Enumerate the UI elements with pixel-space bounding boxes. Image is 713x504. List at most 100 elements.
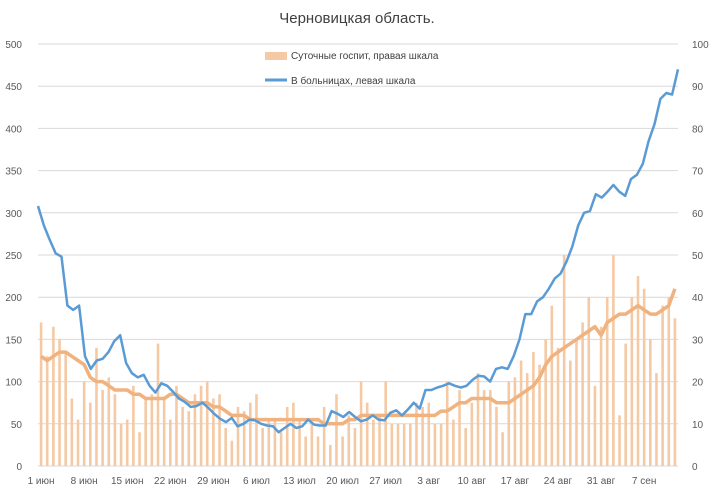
x-axis-tick-label: 31 авг <box>587 476 616 487</box>
bar <box>378 415 381 466</box>
bar <box>304 436 307 466</box>
x-axis-tick-label: 1 июн <box>28 476 55 487</box>
bar <box>593 385 597 466</box>
bar <box>544 339 547 466</box>
bar <box>525 373 529 466</box>
bar <box>353 428 357 466</box>
bar <box>58 339 61 466</box>
right-axis-tick-label: 40 <box>692 293 704 304</box>
bar <box>89 402 92 466</box>
line-series-group <box>36 69 680 434</box>
bar <box>193 394 197 466</box>
right-axis-tick-label: 30 <box>692 335 704 346</box>
x-axis-tick-label: 22 июн <box>154 476 187 487</box>
bar-series-daily-hospitalizations <box>39 255 677 466</box>
bar <box>181 406 184 466</box>
bar <box>667 297 671 466</box>
right-axis-tick-label: 10 <box>692 420 704 431</box>
bar <box>636 276 640 466</box>
bar <box>242 411 246 466</box>
x-axis-tick-label: 13 июл <box>283 476 316 487</box>
bar <box>569 360 572 466</box>
bar <box>655 373 658 466</box>
bar <box>285 406 289 466</box>
bar <box>409 423 412 466</box>
bar <box>175 385 178 466</box>
bar <box>519 360 523 466</box>
bar <box>642 288 646 466</box>
bar <box>501 432 504 466</box>
bar <box>273 419 277 466</box>
bar <box>335 394 338 466</box>
bar <box>649 339 652 466</box>
left-axis-tick-label: 300 <box>5 209 22 220</box>
bar <box>39 322 43 466</box>
bar <box>169 419 172 466</box>
bar <box>95 347 98 466</box>
left-axis-tick-labels: 0 50 100 150 200 250 300 350 400 450 500 <box>5 40 22 473</box>
bar <box>218 394 221 466</box>
right-axis-tick-label: 60 <box>692 209 704 220</box>
bar <box>341 436 344 466</box>
left-axis-tick-label: 250 <box>5 251 22 262</box>
bar <box>550 305 554 466</box>
bar <box>538 364 541 466</box>
bar <box>119 423 123 466</box>
x-axis-tick-label: 27 июл <box>369 476 402 487</box>
bar <box>452 419 455 466</box>
bar <box>52 326 55 466</box>
bar <box>599 326 603 466</box>
bar <box>605 297 609 466</box>
x-axis-tick-label: 29 июн <box>197 476 230 487</box>
left-axis-tick-label: 100 <box>5 378 22 389</box>
bar <box>101 390 104 466</box>
bar <box>384 381 387 466</box>
bar <box>507 381 511 466</box>
bar <box>470 402 474 466</box>
bar <box>187 411 191 466</box>
bar <box>113 394 117 466</box>
x-axis-tick-label: 10 авг <box>458 476 487 487</box>
bar <box>482 390 486 466</box>
bar <box>267 419 271 466</box>
right-axis-tick-label: 80 <box>692 124 704 135</box>
left-axis-tick-label: 150 <box>5 335 22 346</box>
x-axis-tick-label: 24 авг <box>544 476 573 487</box>
bar <box>439 423 443 466</box>
bar <box>205 381 209 466</box>
bar <box>673 318 677 466</box>
bar <box>587 297 591 466</box>
bar <box>624 343 627 466</box>
x-axis-tick-labels: 1 июн 8 июн 15 июн 22 июн 29 июн 6 июл 13 июл 2… <box>28 476 657 487</box>
bar <box>249 402 252 466</box>
legend-swatch-bars <box>265 52 287 60</box>
bar <box>144 398 147 466</box>
left-axis-tick-label: 50 <box>11 420 23 431</box>
bar <box>45 356 49 466</box>
bar <box>661 305 664 466</box>
x-axis-tick-label: 20 июл <box>326 476 359 487</box>
bar <box>230 440 234 466</box>
right-axis-tick-label: 20 <box>692 378 704 389</box>
right-axis-tick-label: 70 <box>692 167 704 178</box>
bar <box>532 352 535 466</box>
bar <box>513 377 517 466</box>
right-axis-tick-label: 100 <box>692 40 709 51</box>
bar <box>138 432 141 466</box>
legend-label-line: В больницах, левая шкала <box>291 75 416 87</box>
bar <box>64 352 67 466</box>
left-axis-tick-label: 350 <box>5 167 22 178</box>
bar <box>107 377 111 466</box>
bar <box>150 394 154 466</box>
bar <box>390 423 394 466</box>
right-axis-tick-label: 90 <box>692 82 704 93</box>
bar <box>421 406 424 466</box>
legend-label-bars: Суточные госпит, правая шкала <box>291 51 439 62</box>
bar <box>618 415 621 466</box>
bar <box>433 423 437 466</box>
bar <box>495 406 498 466</box>
bar <box>292 402 295 466</box>
bar <box>224 428 227 466</box>
bar <box>329 444 332 466</box>
